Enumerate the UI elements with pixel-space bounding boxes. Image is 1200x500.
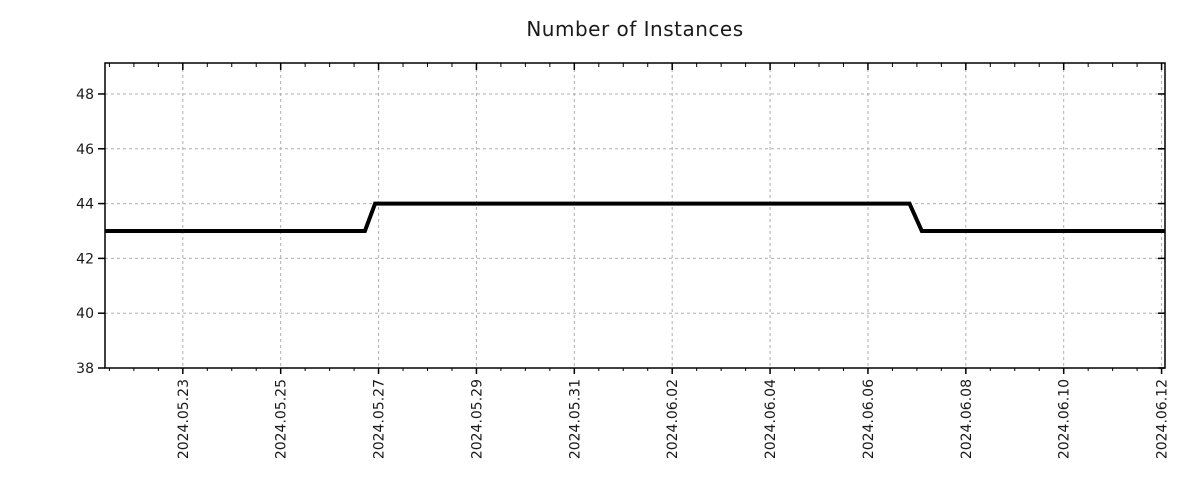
x-tick-label: 2024.05.25	[274, 379, 290, 459]
x-tick-label: 2024.06.12	[1155, 379, 1171, 459]
x-tick-label: 2024.05.23	[176, 379, 192, 459]
data-line-instances	[105, 201, 1165, 233]
x-tick-label: 2024.06.02	[665, 379, 681, 459]
x-tick-label: 2024.06.06	[861, 379, 877, 459]
x-tick-label: 2024.05.27	[372, 379, 388, 459]
x-tick-label: 2024.05.31	[567, 379, 583, 459]
chart-title: Number of Instances	[526, 17, 744, 41]
y-tick-label: 40	[76, 306, 94, 322]
y-tick-label: 42	[76, 251, 94, 267]
x-tick-label: 2024.06.10	[1057, 379, 1073, 459]
y-tick-label: 44	[76, 197, 94, 213]
y-tick-label: 46	[76, 142, 94, 158]
x-tick-label: 2024.06.08	[959, 379, 975, 459]
y-tick-label: 48	[76, 87, 94, 103]
x-tick-label: 2024.06.04	[763, 379, 779, 459]
y-tick-label: 38	[76, 361, 94, 377]
x-tick-label: 2024.05.29	[469, 379, 485, 459]
plot-border	[104, 62, 1166, 369]
